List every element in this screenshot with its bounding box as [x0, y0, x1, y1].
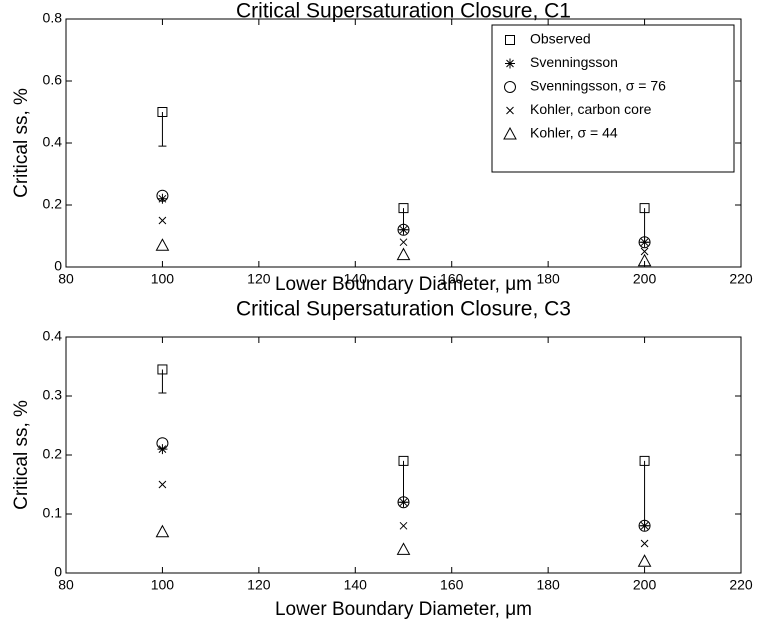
point	[639, 455, 650, 466]
point	[157, 107, 168, 117]
legend-marker	[506, 106, 514, 115]
y-tick-label: 0.2	[43, 196, 63, 212]
y-tick-label: 0	[54, 564, 62, 580]
point	[640, 247, 649, 256]
point	[155, 238, 170, 251]
legend-marker	[505, 58, 515, 69]
legend-label: Kohler, carbon core	[530, 101, 652, 117]
point	[639, 203, 650, 214]
y-tick-label: 0.8	[43, 10, 63, 26]
x-tick-label: 140	[344, 577, 368, 593]
point	[158, 480, 167, 489]
chart-title: Critical Supersaturation Closure, C1	[236, 0, 571, 23]
point	[396, 542, 411, 555]
legend-label: Observed	[530, 31, 591, 47]
legend-label: Kohler, σ = 44	[530, 125, 618, 141]
point	[640, 539, 649, 548]
y-tick-label: 0.4	[43, 328, 63, 344]
point	[158, 216, 167, 225]
legend-label: Svenningsson, σ = 76	[530, 78, 666, 94]
point	[637, 253, 652, 267]
plot-area	[65, 336, 742, 574]
x-tick-label: 140	[344, 271, 368, 287]
x-tick-label: 180	[536, 271, 560, 287]
y-tick-label: 0	[54, 258, 62, 274]
y-axis-label: Critical ss, %	[11, 88, 32, 198]
x-tick-label: 160	[440, 271, 464, 287]
point	[398, 224, 409, 235]
point	[398, 497, 409, 508]
x-tick-label: 200	[633, 271, 657, 287]
point	[396, 247, 411, 261]
x-axis-label: Lower Boundary Diameter, μm	[275, 599, 532, 620]
x-tick-label: 220	[729, 577, 753, 593]
y-tick-label: 0.1	[43, 505, 63, 521]
x-tick-label: 80	[58, 271, 74, 287]
y-tick-label: 0.3	[43, 387, 63, 403]
error-bar	[158, 112, 167, 147]
point	[397, 496, 410, 509]
point	[398, 455, 409, 466]
legend-marker	[503, 126, 517, 140]
x-tick-label: 100	[151, 577, 175, 593]
x-tick-label: 80	[58, 577, 74, 593]
y-tick-label: 0.6	[43, 72, 63, 88]
point	[157, 193, 168, 204]
point	[637, 554, 652, 567]
chart-title: Critical Supersaturation Closure, C3	[236, 298, 571, 321]
point	[399, 238, 408, 247]
error-bar	[158, 369, 167, 394]
point	[157, 364, 168, 375]
x-tick-label: 120	[247, 271, 271, 287]
x-tick-label: 200	[633, 577, 657, 593]
point	[639, 237, 650, 248]
point	[156, 437, 169, 450]
legend-marker	[504, 81, 516, 93]
point	[397, 223, 410, 236]
x-tick-label: 100	[151, 271, 175, 287]
point	[155, 524, 170, 538]
y-axis-label: Critical ss, %	[11, 400, 32, 510]
legend	[491, 24, 735, 173]
point	[398, 203, 409, 214]
point	[156, 189, 169, 202]
x-tick-label: 180	[536, 577, 560, 593]
point	[399, 521, 408, 530]
y-tick-label: 0.2	[43, 446, 63, 462]
point	[639, 520, 650, 531]
legend-label: Svenningsson	[530, 54, 618, 70]
x-tick-label: 120	[247, 577, 271, 593]
legend-marker	[505, 35, 515, 45]
point	[638, 236, 651, 249]
x-tick-label: 160	[440, 577, 464, 593]
x-tick-label: 220	[729, 271, 753, 287]
x-axis-label: Lower Boundary Diameter, μm	[275, 274, 532, 295]
point	[638, 519, 651, 532]
y-tick-label: 0.4	[43, 134, 63, 150]
